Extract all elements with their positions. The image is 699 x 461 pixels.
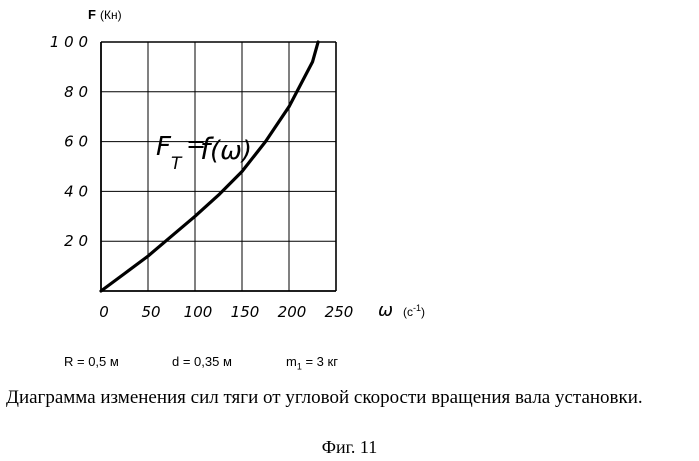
formula-F: F bbox=[156, 132, 172, 162]
formula-annotation: F T = f (ω) bbox=[156, 130, 252, 174]
formula-omega: (ω) bbox=[210, 136, 252, 166]
param-radius: R = 0,5 м bbox=[64, 354, 119, 369]
y-tick-label: 1 0 0 bbox=[50, 33, 88, 51]
x-tick-labels: 0 50 100 150 200 250 bbox=[99, 303, 353, 321]
param-mass: m1 = 3 кг bbox=[286, 354, 338, 372]
thrust-chart: 2 04 06 08 01 0 0 0 50 100 150 200 250 F (Кн) … bbox=[50, 7, 425, 321]
x-tick-label: 150 bbox=[231, 303, 260, 321]
x-tick-label: 0 bbox=[99, 303, 109, 321]
formula-subscript-T: T bbox=[171, 154, 183, 174]
x-tick-label: 100 bbox=[184, 303, 213, 321]
y-axis-label: F (Кн) bbox=[88, 7, 122, 22]
y-tick-label: 6 0 bbox=[64, 133, 88, 151]
x-tick-label: 250 bbox=[325, 303, 354, 321]
param-diameter: d = 0,35 м bbox=[172, 354, 232, 369]
figure-caption: Диаграмма изменения сил тяги от угловой … bbox=[6, 387, 643, 408]
chart-grid bbox=[101, 42, 336, 291]
formula-equals: = bbox=[186, 130, 206, 158]
x-tick-label: 50 bbox=[141, 303, 160, 321]
figure-label: Фиг. 11 bbox=[321, 437, 378, 457]
y-tick-label: 8 0 bbox=[64, 83, 88, 101]
x-axis-unit: (с-1) bbox=[403, 303, 425, 319]
x-tick-label: 200 bbox=[278, 303, 307, 321]
y-tick-labels: 2 0 4 0 6 0 8 0 1 0 0 bbox=[50, 33, 88, 250]
x-axis-symbol: ω bbox=[378, 300, 393, 321]
y-tick-label: 4 0 bbox=[64, 182, 88, 200]
chart-axes bbox=[100, 41, 337, 292]
y-tick-label: 2 0 bbox=[64, 232, 88, 250]
series-line bbox=[99, 40, 320, 293]
